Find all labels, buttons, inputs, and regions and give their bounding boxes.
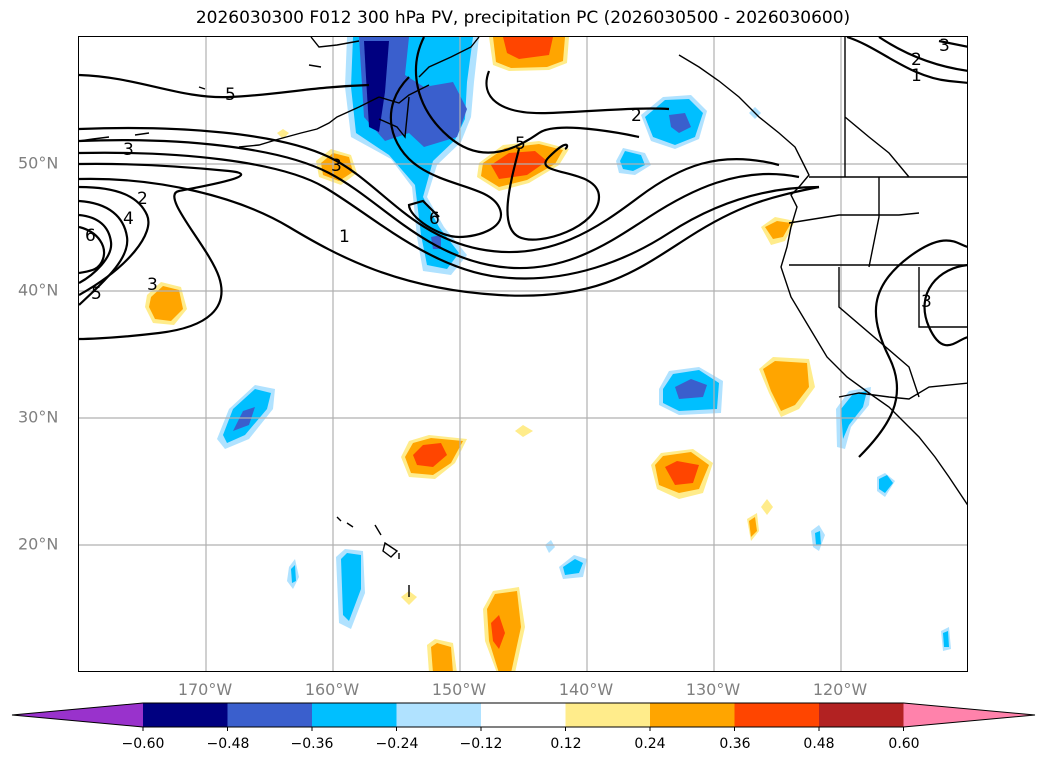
colorbar-segment xyxy=(565,703,651,727)
graticule xyxy=(79,37,967,671)
map-title: 2026030300 F012 300 hPa PV, precipitatio… xyxy=(195,8,851,28)
contour-label: 1 xyxy=(911,66,922,86)
colorbar-segment xyxy=(650,703,735,727)
precip-subtropical xyxy=(217,357,951,671)
contour-label: 2 xyxy=(137,189,148,209)
precip-fills xyxy=(145,37,951,671)
contour-label: 3 xyxy=(147,275,158,295)
pv-contour-labels: 5 3 2 4 6 5 3 1 3 6 5 2 2 1 3 3 xyxy=(85,37,950,312)
colorbar-tick-label: −0.12 xyxy=(459,736,503,752)
contour-label: 1 xyxy=(339,227,350,247)
pv-contours xyxy=(79,37,967,458)
colorbar-tick-label: −0.36 xyxy=(290,736,334,752)
contour-label: 4 xyxy=(123,209,134,229)
lon-label: 140°W xyxy=(558,680,614,699)
colorbar-tick-label: 0.24 xyxy=(634,736,666,752)
contour-label: 2 xyxy=(631,106,642,126)
lon-label: 150°W xyxy=(431,680,487,699)
colorbar-segment xyxy=(312,703,397,727)
colorbar-segment xyxy=(143,703,228,727)
contour-label: 3 xyxy=(921,292,932,312)
map-plot-area: 5 3 2 4 6 5 3 1 3 6 5 2 2 1 3 3 xyxy=(78,36,968,672)
lon-label: 170°W xyxy=(177,680,233,699)
contour-label: 3 xyxy=(331,156,342,176)
lon-label: 120°W xyxy=(812,680,868,699)
colorbar-segment xyxy=(819,703,904,727)
colorbar-tick-label: −0.48 xyxy=(206,736,250,752)
contour-label: 5 xyxy=(91,284,102,304)
colorbar-tick-label: 0.60 xyxy=(888,736,920,752)
colorbar-segment xyxy=(396,703,482,727)
colorbar-segment xyxy=(227,703,313,727)
lat-label: 30°N xyxy=(18,407,59,427)
precip-positive-north-pacific xyxy=(145,129,795,325)
colorbar-tick-label: 0.12 xyxy=(550,736,582,752)
lat-label: 40°N xyxy=(18,280,59,300)
contour-label: 5 xyxy=(225,85,236,105)
contour-label: 6 xyxy=(85,226,96,246)
contour-label: 2 xyxy=(911,50,922,70)
colorbar-segment xyxy=(481,703,566,727)
colorbar-tick-label: −0.24 xyxy=(375,736,419,752)
lon-label: 130°W xyxy=(685,680,741,699)
precip-negative-aleutian xyxy=(345,37,479,275)
map-canvas: 5 3 2 4 6 5 3 1 3 6 5 2 2 1 3 3 xyxy=(79,37,967,671)
lon-label: 160°W xyxy=(304,680,360,699)
coastlines xyxy=(79,37,967,597)
contour-label: 5 xyxy=(515,134,526,154)
colorbar-tick-label: 0.36 xyxy=(719,736,751,752)
colorbar-extend-low xyxy=(12,703,143,727)
colorbar-tick-label: 0.48 xyxy=(803,736,835,752)
lat-label: 20°N xyxy=(18,534,59,554)
precip-positive-top xyxy=(489,37,569,71)
lat-label: 50°N xyxy=(18,153,59,173)
contour-label: 6 xyxy=(429,209,440,229)
colorbar xyxy=(11,702,1036,731)
colorbar-segment xyxy=(734,703,820,727)
contour-label: 3 xyxy=(939,37,950,56)
colorbar-extend-high xyxy=(903,703,1035,727)
contour-label: 3 xyxy=(123,140,134,160)
colorbar-tick-label: −0.60 xyxy=(121,736,165,752)
